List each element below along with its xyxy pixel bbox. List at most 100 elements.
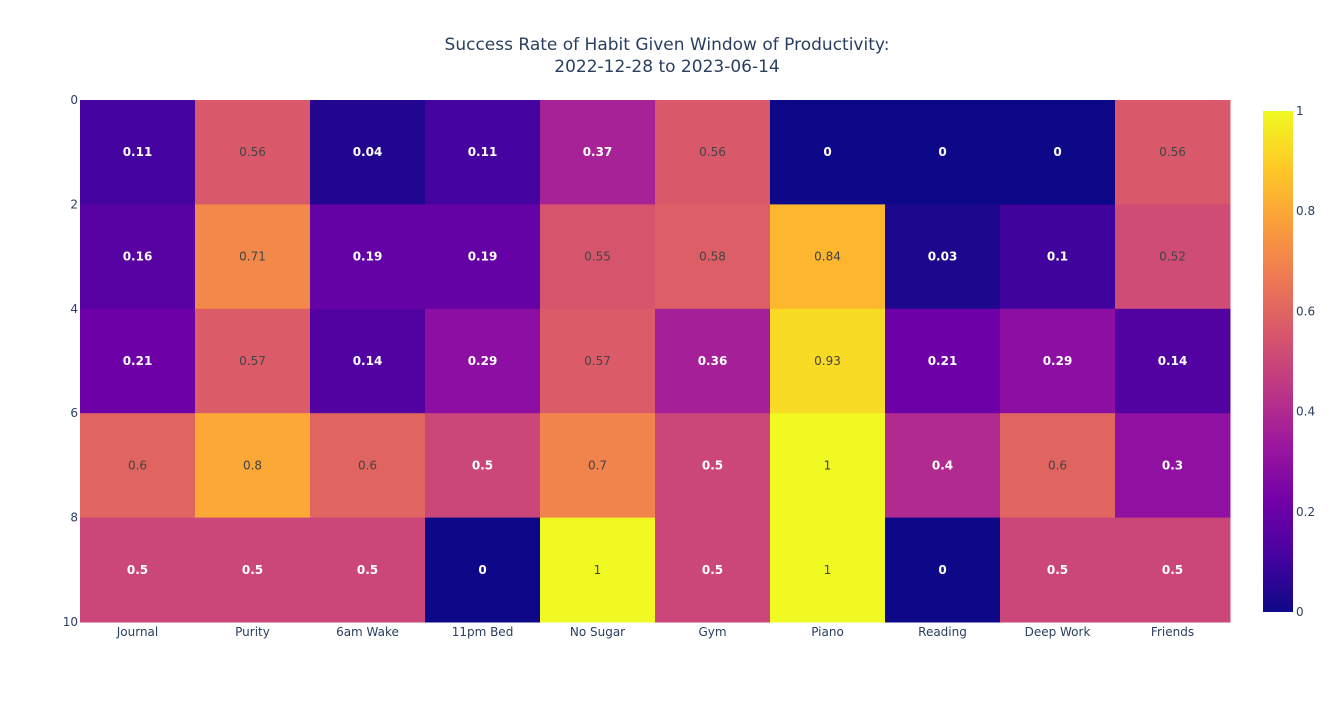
cell-value-label: 0.58 xyxy=(699,250,726,264)
heatmap-cell xyxy=(80,517,196,623)
cell-value-label: 0 xyxy=(1053,145,1061,159)
cell-value-label: 1 xyxy=(594,563,602,577)
heatmap-cell xyxy=(540,100,656,205)
heatmap-cell xyxy=(195,308,311,414)
heatmap-cell xyxy=(1115,100,1231,205)
heatmap-cell xyxy=(770,308,886,414)
cell-value-label: 0.14 xyxy=(1158,354,1188,368)
heatmap-cell xyxy=(770,413,886,519)
heatmap-cell xyxy=(425,100,541,205)
colorbar-tick-label: 0 xyxy=(1296,605,1304,619)
heatmap-cell xyxy=(425,517,541,623)
heatmap-cell xyxy=(540,308,656,414)
cell-value-label: 0.57 xyxy=(584,354,611,368)
cell-value-label: 1 xyxy=(824,563,832,577)
cell-value-label: 0.19 xyxy=(468,250,498,264)
cell-value-label: 0.55 xyxy=(584,250,611,264)
heatmap-cell xyxy=(770,517,886,623)
heatmap-cell xyxy=(770,100,886,205)
cell-value-label: 0.56 xyxy=(699,145,726,159)
cell-value-label: 0.6 xyxy=(128,458,147,472)
heatmap-cell xyxy=(1000,413,1116,519)
cell-value-label: 0.5 xyxy=(702,458,723,472)
y-tick-label: 0 xyxy=(70,93,78,107)
colorbar-tick-label: 0.2 xyxy=(1296,505,1315,519)
heatmap-cell xyxy=(885,204,1001,310)
cell-value-label: 0.4 xyxy=(932,458,953,472)
heatmap-cell xyxy=(310,100,426,205)
cell-value-label: 0.21 xyxy=(123,354,153,368)
heatmap-cell xyxy=(885,308,1001,414)
cell-value-label: 0.6 xyxy=(1048,458,1067,472)
colorbar-tick-label: 0.4 xyxy=(1296,405,1315,419)
cell-value-label: 0.5 xyxy=(242,563,263,577)
chart-title-line-1: Success Rate of Habit Given Window of Pr… xyxy=(445,35,890,55)
heatmap-cell xyxy=(425,204,541,310)
cell-value-label: 0.11 xyxy=(123,145,153,159)
cell-value-label: 0.5 xyxy=(127,563,148,577)
cell-value-label: 0.57 xyxy=(239,354,266,368)
x-tick-label: 11pm Bed xyxy=(452,625,514,639)
heatmap-cell xyxy=(310,413,426,519)
heatmap-cell xyxy=(770,204,886,310)
cell-value-label: 0.84 xyxy=(814,250,841,264)
cell-value-label: 0.04 xyxy=(353,145,383,159)
cell-value-label: 0.11 xyxy=(468,145,498,159)
colorbar xyxy=(1263,111,1293,612)
heatmap-cell xyxy=(540,413,656,519)
y-axis-tick-labels: 0 2 4 6 8 10 xyxy=(63,93,78,629)
heatmap-cell xyxy=(1115,413,1231,519)
cell-value-label: 0.36 xyxy=(698,354,728,368)
cell-value-label: 0.3 xyxy=(1162,458,1183,472)
cell-value-label: 0.5 xyxy=(1162,563,1183,577)
heatmap-cell xyxy=(195,204,311,310)
cell-value-label: 0.14 xyxy=(353,354,383,368)
heatmap-cell xyxy=(655,308,771,414)
x-tick-label: Gym xyxy=(698,625,726,639)
heatmap-cell xyxy=(885,100,1001,205)
x-tick-label: Reading xyxy=(918,625,967,639)
colorbar-tick-label: 0.8 xyxy=(1296,204,1315,218)
heatmap-cell xyxy=(80,413,196,519)
colorbar-tick-label: 1 xyxy=(1296,104,1304,118)
heatmap-cell xyxy=(1000,308,1116,414)
heatmap-cell xyxy=(1000,204,1116,310)
cell-value-label: 0.7 xyxy=(588,458,607,472)
cell-value-label: 0.5 xyxy=(472,458,493,472)
cell-value-label: 0.19 xyxy=(353,250,383,264)
heatmap-cell xyxy=(655,413,771,519)
heatmap-cell xyxy=(425,413,541,519)
heatmap-cell xyxy=(655,204,771,310)
y-tick-label: 10 xyxy=(63,615,78,629)
heatmap-cell xyxy=(425,308,541,414)
heatmap-cell xyxy=(1115,308,1231,414)
cell-value-label: 0.56 xyxy=(1159,145,1186,159)
heatmap-cell xyxy=(1000,100,1116,205)
cell-value-label: 0.56 xyxy=(239,145,266,159)
x-axis-tick-labels: Journal Purity 6am Wake 11pm Bed No Sugar Gym… xyxy=(116,625,1194,639)
heatmap-cell xyxy=(885,413,1001,519)
heatmap-cell xyxy=(195,413,311,519)
heatmap-cell xyxy=(80,308,196,414)
cell-value-label: 0.1 xyxy=(1047,250,1068,264)
cell-value-label: 0.71 xyxy=(239,250,266,264)
heatmap-cell xyxy=(655,100,771,205)
cell-value-label: 0 xyxy=(478,563,486,577)
heatmap-cell xyxy=(310,308,426,414)
cell-value-label: 0.6 xyxy=(358,458,377,472)
cell-value-label: 0.29 xyxy=(468,354,498,368)
x-tick-label: No Sugar xyxy=(570,625,625,639)
heatmap-cell xyxy=(195,517,311,623)
heatmap-cell xyxy=(655,517,771,623)
x-tick-label: 6am Wake xyxy=(336,625,399,639)
cell-value-label: 0.16 xyxy=(123,250,153,264)
cell-value-label: 0.37 xyxy=(583,145,613,159)
chart-title-line-2: 2022-12-28 to 2023-06-14 xyxy=(554,57,779,77)
cell-value-label: 1 xyxy=(824,458,832,472)
cell-value-label: 0 xyxy=(938,145,946,159)
cell-value-label: 0.29 xyxy=(1043,354,1073,368)
heatmap-cell xyxy=(80,204,196,310)
cell-value-label: 0.5 xyxy=(1047,563,1068,577)
heatmap-cell xyxy=(195,100,311,205)
